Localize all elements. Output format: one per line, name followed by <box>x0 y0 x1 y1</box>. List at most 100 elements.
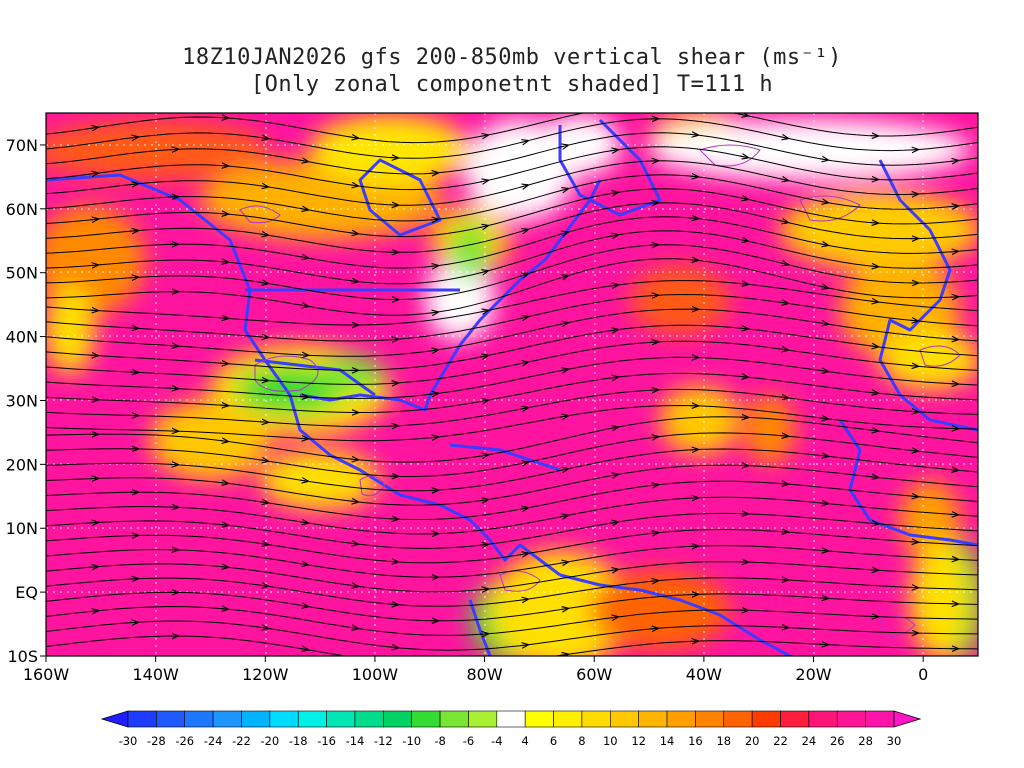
streamline-arrow <box>429 350 436 351</box>
colorbar-swatch <box>723 710 753 728</box>
streamline-arrow <box>909 450 916 451</box>
streamline-arrow <box>349 137 356 138</box>
streamline-arrow <box>349 185 356 186</box>
streamline-arrow <box>649 437 656 438</box>
streamline-arrow <box>559 516 566 517</box>
streamline-arrow <box>479 311 486 312</box>
streamline-arrow <box>219 261 226 262</box>
streamline-arrow <box>519 599 526 600</box>
streamline-arrow <box>519 230 526 232</box>
streamline-arrow <box>349 501 356 502</box>
streamline-arrow <box>479 500 486 501</box>
north-america-coast <box>46 173 561 577</box>
streamline-arrow <box>779 302 786 303</box>
streamline-arrow <box>349 233 356 234</box>
streamline-arrow <box>559 276 566 278</box>
streamline <box>46 577 978 607</box>
colorbar: -30 -28 -26 -24 -22 -20 -18 -16 -14 -12 -10 -8 -6 -4 4… <box>100 710 922 748</box>
streamline <box>46 113 978 144</box>
streamline-arrow <box>89 219 96 220</box>
streamline-arrow <box>739 156 746 157</box>
streamline-arrow <box>389 647 396 648</box>
colorbar-label: 26 <box>830 734 845 748</box>
streamline <box>46 404 978 442</box>
streamline-arrow <box>869 477 876 478</box>
streamline-arrow <box>819 201 826 202</box>
lat-label: 70N <box>6 136 38 155</box>
lat-lon-grid <box>46 113 978 656</box>
colorbar-label: 22 <box>773 734 788 748</box>
streamline-arrow <box>869 346 876 347</box>
streamline-arrow <box>299 208 306 209</box>
streamline-arrow <box>559 609 566 610</box>
streamline-arrow <box>479 401 486 402</box>
streamline-arrow <box>609 570 616 571</box>
streamline-arrow <box>219 440 226 441</box>
streamline-arrow <box>609 150 616 151</box>
streamline-arrow <box>609 285 616 286</box>
streamline <box>46 293 978 342</box>
streamline-arrow <box>909 496 916 497</box>
streamline <box>46 605 978 636</box>
streamline-arrow <box>559 655 566 656</box>
streamline-arrow <box>739 114 746 115</box>
streamline-arrow <box>299 605 306 606</box>
streamline <box>46 280 978 326</box>
gulf-florida-coast <box>299 298 502 412</box>
colorbar-swatch <box>156 710 186 728</box>
streamline-arrow <box>519 508 526 509</box>
caribbean <box>449 443 561 472</box>
streamline <box>46 545 978 578</box>
streamline-arrow <box>519 186 526 188</box>
streamline-arrow <box>479 455 486 456</box>
streamline-arrow <box>259 543 266 544</box>
streamline <box>46 464 978 506</box>
streamline-arrow <box>349 585 356 586</box>
title-line-1: 18Z10JAN2026 gfs 200-850mb vertical shea… <box>182 45 842 70</box>
streamline-arrow <box>519 463 526 464</box>
colorbar-label: 4 <box>522 734 529 748</box>
streamline <box>46 132 978 175</box>
colorbar-swatch <box>354 710 384 728</box>
streamline <box>46 258 978 316</box>
colorbar-label: 16 <box>688 734 703 748</box>
streamline-arrow <box>259 502 266 503</box>
lat-label: 60N <box>6 200 38 219</box>
streamline-arrow <box>779 263 786 264</box>
streamline <box>46 388 978 428</box>
colorbar-label: -4 <box>491 734 502 748</box>
streamline-arrow <box>819 455 826 456</box>
streamline <box>46 340 978 385</box>
streamline <box>46 635 978 656</box>
lat-label: 20N <box>6 455 38 474</box>
streamline <box>46 416 978 463</box>
streamline-arrow <box>559 146 566 147</box>
colorbar-left-arrow <box>100 710 129 728</box>
streamline <box>46 146 978 191</box>
colorbar-label: -18 <box>289 734 308 748</box>
lat-label: 10S <box>7 647 38 666</box>
africa-coast <box>838 419 978 547</box>
streamlines <box>46 113 978 656</box>
colorbar-label: 20 <box>745 734 760 748</box>
streamline-arrow <box>349 627 356 628</box>
streamline-arrow <box>559 469 566 470</box>
streamline-arrow <box>259 585 266 586</box>
colorbar-swatch <box>326 710 356 728</box>
streamline-arrow <box>129 184 136 185</box>
colorbar-swatch <box>269 710 299 728</box>
streamline-arrow <box>479 356 486 357</box>
streamline-arrow <box>869 430 876 431</box>
streamline-arrow <box>89 611 96 612</box>
colorbar-label: 18 <box>716 734 731 748</box>
lon-label: 100W <box>352 665 399 684</box>
streamline-arrow <box>559 370 566 371</box>
streamline <box>46 448 978 492</box>
streamline-arrow <box>609 617 616 618</box>
streamline-arrow <box>129 137 136 138</box>
lat-label: 30N <box>6 391 38 410</box>
streamline <box>46 496 978 535</box>
longitude-axis: 160W 140W 120W 100W 80W 60W 40W 20W 0 <box>23 656 928 684</box>
streamline-arrow <box>819 159 826 160</box>
streamline-arrow <box>779 221 786 222</box>
